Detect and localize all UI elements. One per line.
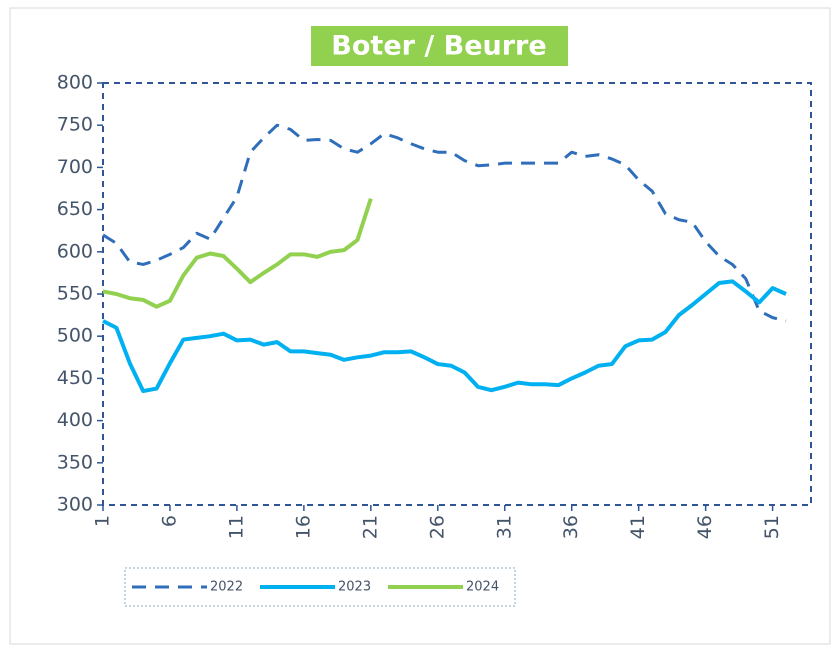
y-tick-label: 700 — [57, 156, 93, 178]
y-tick-label: 450 — [57, 367, 93, 389]
y-tick-label: 600 — [57, 240, 93, 262]
series-line — [102, 123, 787, 323]
x-tick-label: 21 — [359, 515, 381, 539]
legend-label: 2022 — [210, 580, 243, 595]
series-line — [102, 279, 787, 394]
chart-title: Boter / Beurre — [331, 31, 546, 62]
legend-box — [124, 567, 516, 607]
y-tick-label: 350 — [57, 451, 93, 473]
y-tick-label: 500 — [57, 325, 93, 347]
x-tick-label: 11 — [225, 515, 247, 539]
series-line — [102, 198, 373, 309]
title-box — [311, 26, 568, 66]
y-tick-label: 300 — [57, 494, 93, 516]
x-tick-label: 6 — [158, 515, 180, 527]
x-tick-label: 26 — [426, 515, 448, 539]
y-tick-label: 550 — [57, 283, 93, 305]
x-tick-label: 31 — [493, 515, 515, 539]
legend-label: 2024 — [466, 580, 499, 595]
x-tick-label: 16 — [292, 515, 314, 539]
y-tick-label: 650 — [57, 198, 93, 220]
y-tick-label: 750 — [57, 114, 93, 136]
x-tick-label: 41 — [627, 515, 649, 539]
x-tick-label: 1 — [92, 515, 114, 527]
legend-label: 2023 — [338, 580, 371, 595]
y-tick-label: 400 — [57, 409, 93, 431]
x-tick-label: 46 — [694, 515, 716, 539]
x-tick-label: 51 — [761, 515, 783, 539]
y-tick-label: 800 — [57, 72, 93, 94]
x-tick-label: 36 — [560, 515, 582, 539]
chart-frame — [9, 7, 831, 645]
